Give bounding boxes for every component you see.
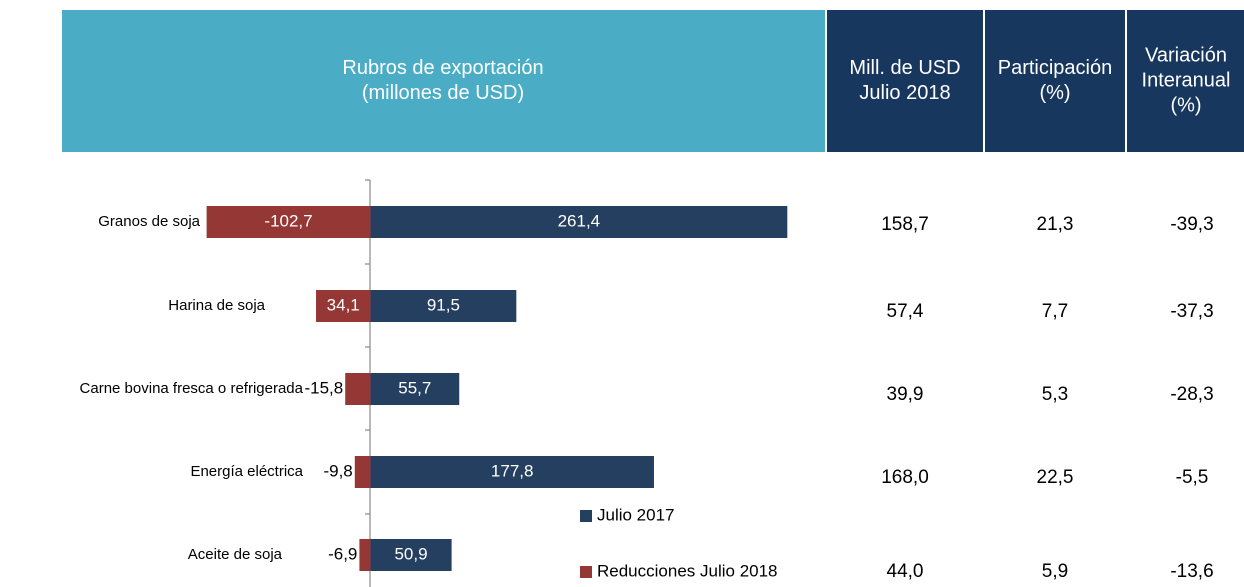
table-cell: 158,7: [881, 214, 929, 235]
table-cell: -13,6: [1170, 561, 1213, 582]
table-cell: -39,3: [1170, 214, 1213, 235]
table-cell: 57,4: [887, 301, 924, 322]
value-label: 55,7: [398, 378, 431, 397]
header-text: (%): [1039, 82, 1070, 104]
table-cell: 168,0: [881, 467, 929, 488]
table-cell: 21,3: [1037, 214, 1074, 235]
header-band: [62, 10, 825, 152]
table-cell: -37,3: [1170, 301, 1213, 322]
category-label: Harina de soja: [168, 297, 265, 314]
table-cell: 5,9: [1042, 561, 1068, 582]
header-text: Julio 2018: [859, 82, 950, 104]
header-cell: [1127, 10, 1244, 152]
table-cell: 5,3: [1042, 384, 1068, 405]
table-cell: -28,3: [1170, 384, 1213, 405]
value-label: 177,8: [491, 461, 534, 480]
legend-label: Reducciones Julio 2018: [597, 561, 778, 580]
category-label: Granos de soja: [98, 213, 200, 230]
header-text: Rubros de exportación: [342, 57, 543, 79]
header-cell: [827, 10, 983, 152]
value-label: -102,7: [264, 211, 312, 230]
value-label: 261,4: [558, 211, 601, 230]
value-label: -9,8: [323, 461, 352, 480]
bar: [316, 290, 371, 322]
table-cell: -5,5: [1176, 467, 1209, 488]
header-text: Variación: [1145, 44, 1227, 66]
bar: [370, 373, 460, 405]
legend-swatch: [580, 510, 592, 522]
value-label: 34,1: [327, 295, 360, 314]
value-label: -15,8: [304, 378, 343, 397]
bar: [359, 539, 371, 571]
category-label: Carne bovina fresca o refrigerada: [80, 380, 304, 397]
bar: [370, 206, 788, 238]
bar: [206, 206, 371, 238]
legend-label: Julio 2017: [597, 505, 675, 524]
value-label: 91,5: [427, 295, 460, 314]
value-label: 50,9: [394, 544, 427, 563]
bar: [345, 373, 371, 405]
category-label: Aceite de soja: [188, 546, 283, 563]
legend-swatch: [580, 566, 592, 578]
bar: [370, 456, 654, 488]
header-text: Interanual: [1142, 69, 1231, 91]
header-text: Mill. de USD: [849, 57, 960, 79]
header-cell: [985, 10, 1125, 152]
table-cell: 44,0: [887, 561, 924, 582]
category-label: Energía eléctrica: [190, 463, 303, 480]
table-cell: 7,7: [1042, 301, 1068, 322]
bar: [370, 290, 517, 322]
category-ticks: [365, 179, 370, 515]
table-cell: 39,9: [887, 384, 924, 405]
header-text: (%): [1170, 94, 1201, 116]
value-label: -6,9: [328, 544, 357, 563]
table-cell: 22,5: [1037, 467, 1074, 488]
bar: [354, 456, 371, 488]
header-text: Participación: [998, 57, 1113, 79]
bar: [370, 539, 452, 571]
header-text: (millones de USD): [362, 82, 524, 104]
